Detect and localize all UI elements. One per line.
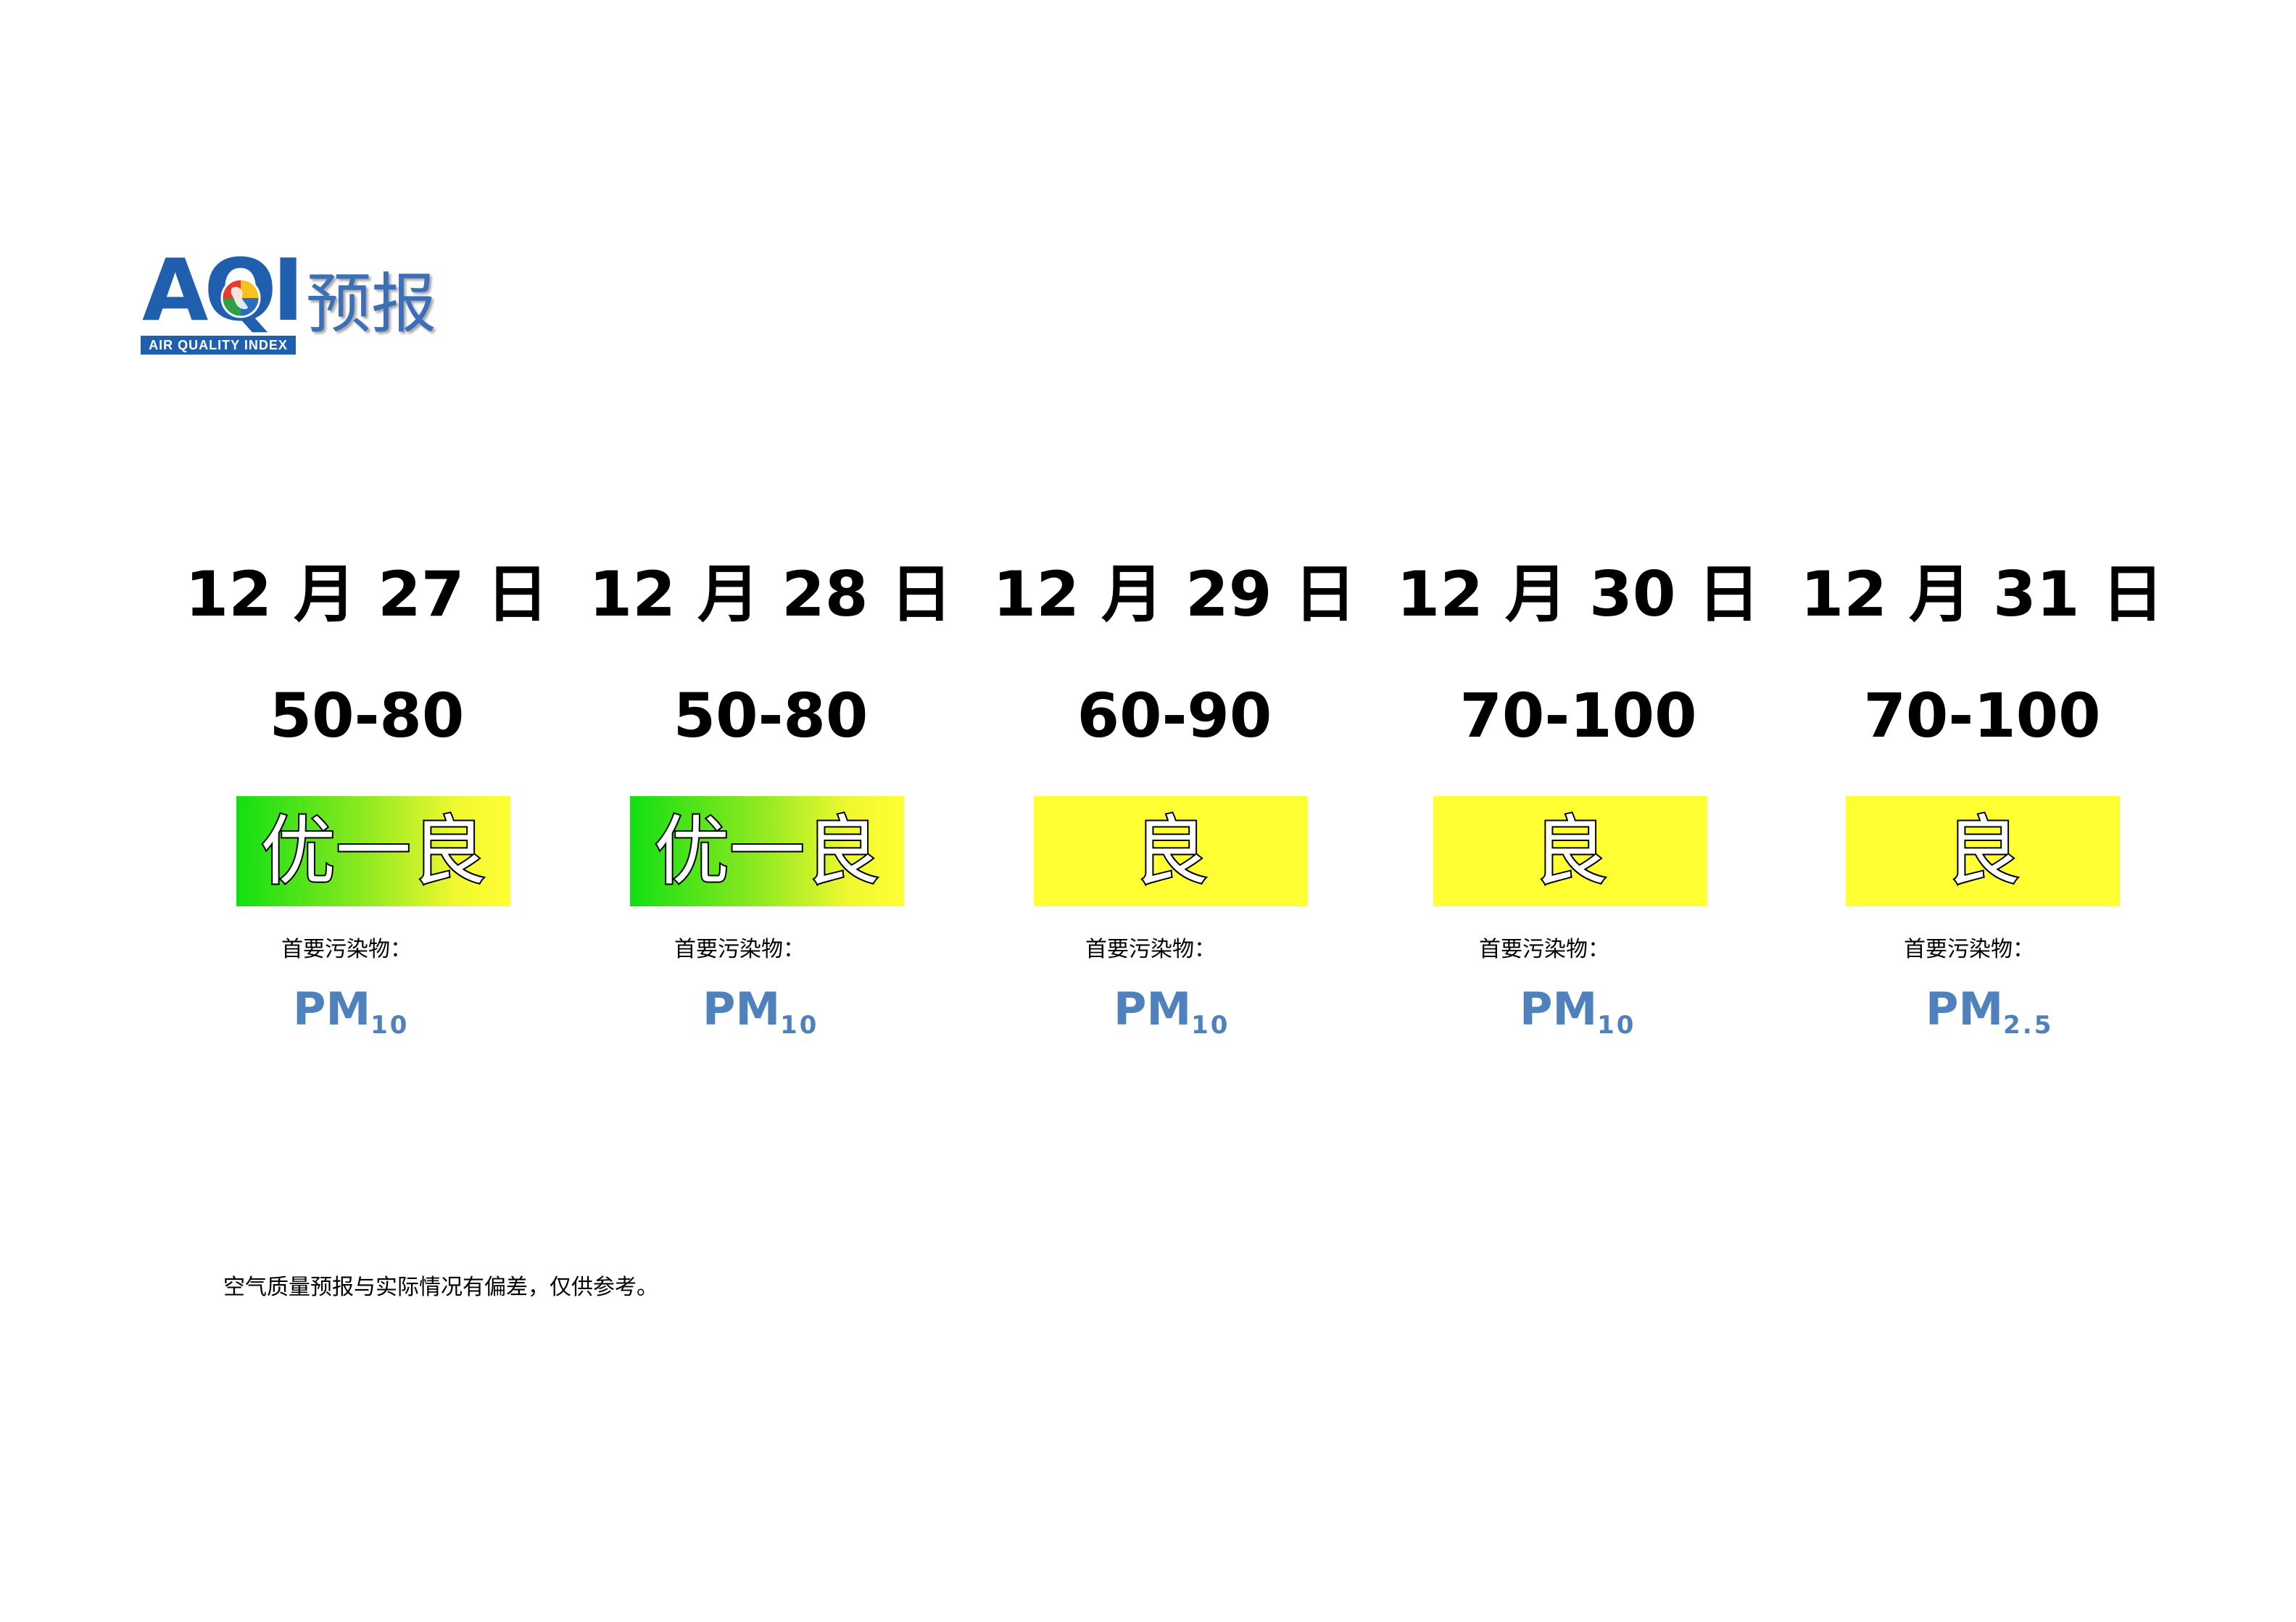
forecast-day: 12 月 28 日 50-80 优一良 首要污染物： PM10 [568,551,974,1059]
aqi-range: 50-80 [269,680,465,751]
aqi-range: 70-100 [1863,680,2101,751]
day-date: 12 月 28 日 [589,558,953,631]
day-date: 12 月 29 日 [992,558,1356,631]
primary-pollutant-label: 首要污染物： [281,937,412,962]
globe-icon [220,278,261,318]
primary-pollutant-label: 首要污染物： [1479,937,1609,962]
aqi-level-badge: 良 [1034,796,1308,906]
pollutant-main: PM [1520,982,1598,1035]
pollutant-sub: 10 [1191,1011,1230,1040]
pollutant-main: PM [1114,982,1192,1035]
pollutant-main: PM [703,982,781,1035]
primary-pollutant: PM10 [293,980,409,1054]
disclaimer-note: 空气质量预报与实际情况有偏差，仅供参考。 [223,1275,658,1300]
forecast-day: 12 月 30 日 70-100 良 首要污染物： PM10 [1375,551,1781,1059]
pollutant-sub: 2.5 [2003,1011,2054,1040]
pollutant-sub: 10 [1597,1011,1636,1040]
day-date: 12 月 27 日 [185,558,549,631]
primary-pollutant-label: 首要污染物： [674,937,805,962]
pollutant-sub: 10 [780,1011,819,1040]
forecast-day: 12 月 31 日 70-100 良 首要污染物： PM2.5 [1779,551,2185,1059]
aqi-level-badge: 良 [1433,796,1707,906]
primary-pollutant: PM10 [1520,980,1636,1054]
primary-pollutant-label: 首要污染物： [1904,937,2034,962]
aqi-level-badge: 优一良 [630,796,904,906]
aqi-range: 60-90 [1077,680,1272,751]
primary-pollutant: PM10 [1114,980,1230,1054]
day-date: 12 月 31 日 [1800,558,2164,631]
aqi-range: 50-80 [673,680,869,751]
aqi-range: 70-100 [1459,680,1697,751]
pollutant-sub: 10 [370,1011,410,1040]
logo-title: 预报 [306,266,436,342]
pollutant-main: PM [293,982,371,1035]
primary-pollutant: PM2.5 [1926,980,2053,1054]
forecast-day: 12 月 27 日 50-80 优一良 首要污染物： PM10 [164,551,570,1059]
aqi-logo-mark: AQI AIR QUALITY INDEX [141,247,304,355]
aqi-logo: AQI AIR QUALITY INDEX 预报 [141,247,452,355]
aqi-level-badge: 良 [1846,796,2120,906]
forecast-day: 12 月 29 日 60-90 良 首要污染物： PM10 [971,551,1377,1059]
day-date: 12 月 30 日 [1396,558,1760,631]
logo-tagline: AIR QUALITY INDEX [141,336,296,355]
primary-pollutant-label: 首要污染物： [1085,937,1216,962]
primary-pollutant: PM10 [703,980,818,1054]
forecast-grid: 12 月 27 日 50-80 优一良 首要污染物： PM10 12 月 28 … [164,551,2185,1059]
aqi-level-badge: 优一良 [236,796,510,906]
pollutant-main: PM [1926,982,2004,1035]
